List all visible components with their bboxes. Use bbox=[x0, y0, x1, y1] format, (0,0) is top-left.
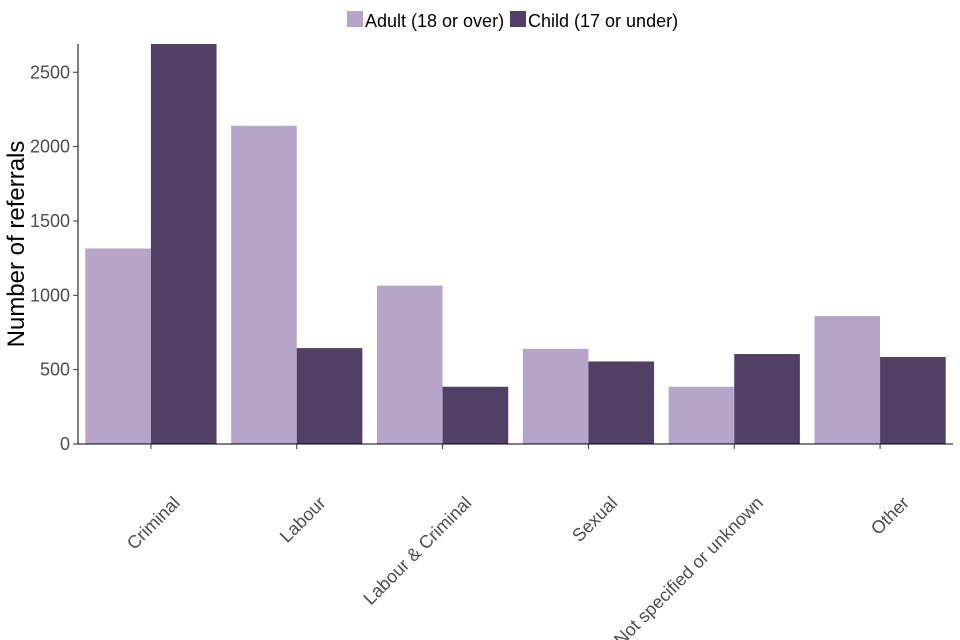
bars-group bbox=[85, 44, 946, 444]
x-tick-label-labour: Labour bbox=[276, 493, 330, 547]
bar-adult-labour-criminal bbox=[376, 285, 443, 444]
y-axis: 0 500 1000 1500 2000 2500 bbox=[30, 44, 79, 454]
y-tick-label: 2000 bbox=[30, 137, 70, 157]
bar-child-sexual bbox=[588, 361, 655, 444]
legend-label-adult: Adult (18 or over) bbox=[365, 11, 504, 31]
legend: Adult (18 or over) Child (17 or under) bbox=[347, 11, 678, 31]
bar-child-other bbox=[880, 357, 946, 444]
x-tick-label-criminal: Criminal bbox=[123, 493, 184, 554]
bar-child-labour bbox=[296, 348, 363, 444]
legend-swatch-child bbox=[510, 11, 526, 27]
legend-label-child: Child (17 or under) bbox=[528, 11, 678, 31]
y-tick-label: 1500 bbox=[30, 211, 70, 231]
y-tick-label: 2500 bbox=[30, 62, 70, 82]
y-axis-title: Number of referrals bbox=[3, 141, 30, 348]
bar-adult-other bbox=[814, 316, 881, 444]
bar-adult-sexual bbox=[522, 348, 589, 444]
x-tick-label-labour-criminal: Labour & Criminal bbox=[359, 493, 475, 609]
y-tick-label: 500 bbox=[40, 360, 70, 380]
bar-child-not-specified-or-unknown bbox=[734, 354, 800, 444]
x-tick-label-sexual: Sexual bbox=[568, 493, 621, 546]
y-tick-label: 1000 bbox=[30, 285, 70, 305]
x-tick-label-not-specified-or-unknown: Not specified or unknown bbox=[610, 493, 767, 640]
x-tick-label-other: Other bbox=[867, 493, 913, 539]
legend-swatch-adult bbox=[347, 11, 363, 27]
bar-child-labour-criminal bbox=[442, 386, 509, 444]
bar-adult-not-specified-or-unknown bbox=[668, 386, 735, 444]
y-tick-label: 0 bbox=[60, 434, 70, 454]
bar-adult-criminal bbox=[85, 248, 151, 444]
x-axis: Criminal Labour Labour & Criminal SexualNot… bbox=[78, 443, 953, 640]
bar-adult-labour bbox=[231, 125, 297, 444]
bar-child-criminal bbox=[150, 44, 217, 444]
